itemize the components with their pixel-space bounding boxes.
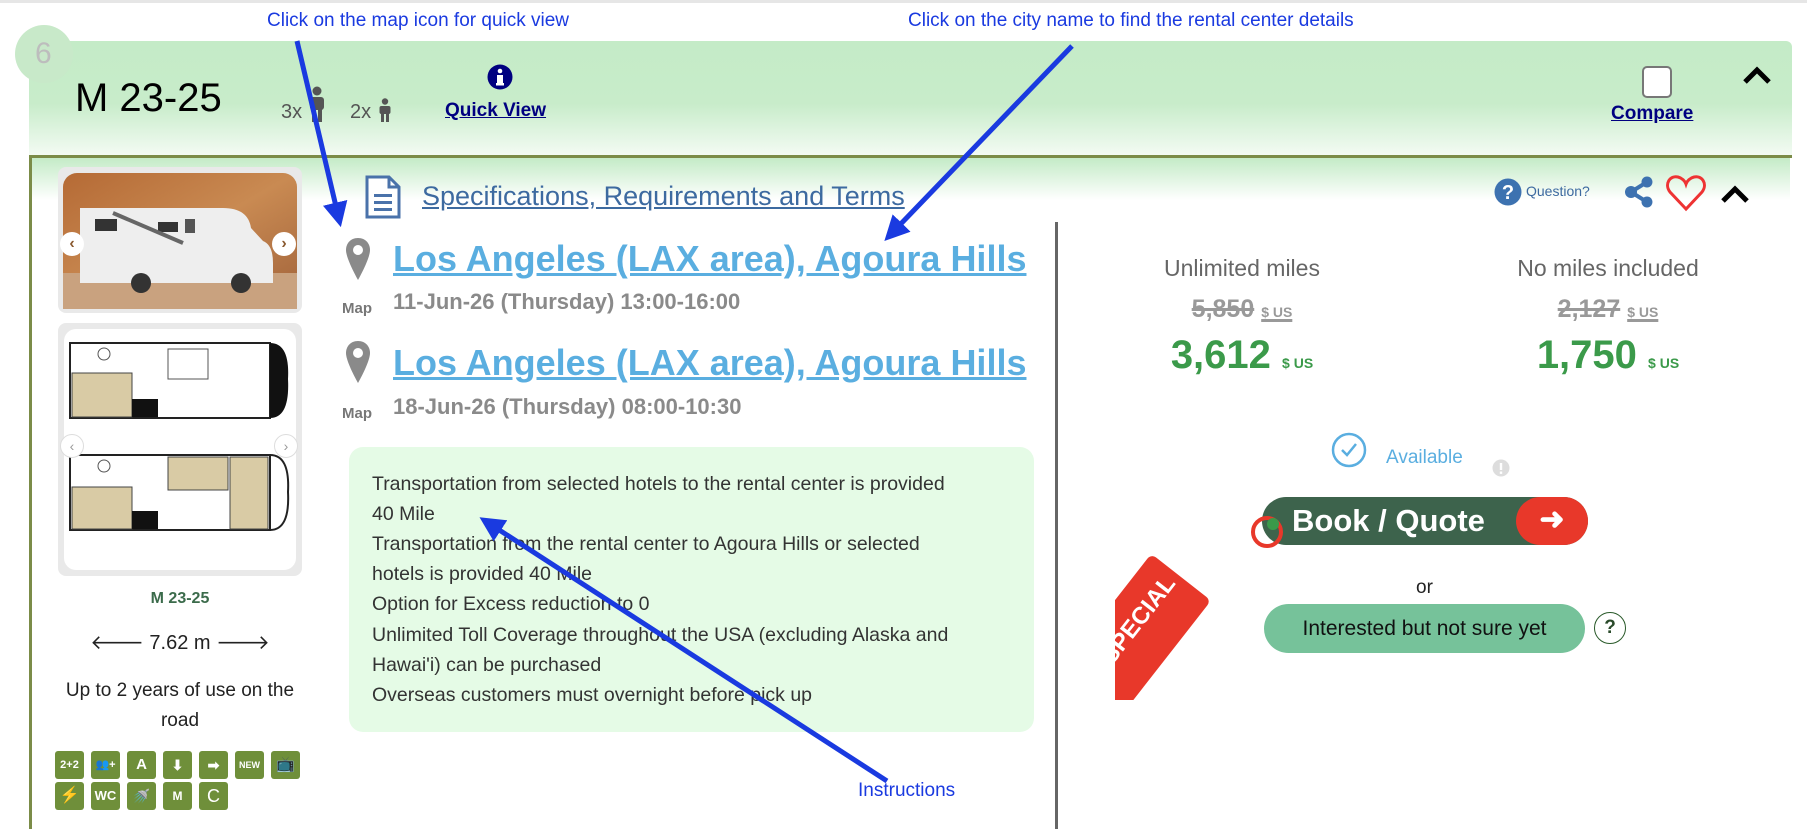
instruction-line: Overseas customers must overnight before… [372, 684, 813, 706]
m-class-icon: M [163, 782, 192, 810]
electric-icon: ⚡ [55, 782, 84, 810]
map-pin-icon[interactable] [345, 237, 371, 281]
no-miles-old-price: 2,127 $ US [1458, 295, 1758, 324]
top-border [0, 0, 1807, 3]
card-left-border [29, 155, 32, 829]
favorite-heart-icon[interactable] [1666, 174, 1706, 212]
specifications-link[interactable]: Specifications, Requirements and Terms [422, 181, 905, 211]
shower-icon: 🚿 [127, 782, 156, 810]
map-label[interactable]: Map [342, 405, 372, 422]
info-icon[interactable] [487, 64, 513, 90]
annotation-map-hint: Click on the map icon for quick view [267, 10, 570, 31]
children-count: 2x [350, 101, 372, 123]
instruction-line: Option for Excess reduction to 0 [372, 593, 650, 615]
pickup-date: 11-Jun-26 (Thursday) 13:00-16:00 [393, 289, 741, 314]
no-miles-label: No miles included [1517, 255, 1699, 281]
compare-checkbox[interactable] [1642, 66, 1672, 98]
floorplan-next-button[interactable]: › [274, 434, 298, 458]
awning-icon: A [127, 751, 156, 779]
wc-icon: WC [91, 782, 120, 810]
adults-count: 3x [281, 101, 303, 123]
instruction-line: Unlimited Toll Coverage throughout the U… [372, 624, 949, 646]
section-chevron-up-icon[interactable] [1720, 184, 1750, 204]
compare-link[interactable]: Compare [1611, 103, 1694, 124]
unlimited-price: 3,612 $ US [1092, 333, 1392, 378]
adult-person-icon [310, 86, 324, 122]
help-question-button[interactable]: ? [1594, 612, 1626, 644]
vehicle-length: 🡐 7.62 m 🡒 [58, 630, 302, 655]
arrow-left-icon: 🡐 [90, 632, 144, 654]
pickup-city-link[interactable]: Los Angeles (LAX area), Agoura Hills [393, 238, 1027, 279]
quick-view-link[interactable]: Quick View [445, 100, 547, 121]
no-miles-price: 1,750 $ US [1458, 333, 1758, 378]
c-class-icon: C [199, 782, 228, 810]
interested-button[interactable]: Interested but not sure yet [1264, 604, 1585, 653]
old-price-value: 2,127 [1557, 295, 1621, 323]
price-value: 3,612 [1170, 333, 1271, 377]
currency: $ US [1261, 304, 1293, 320]
currency: $ US [1282, 355, 1314, 371]
floorplan-prev-button[interactable]: ‹ [60, 434, 84, 458]
instruction-line: Transportation from the rental center to… [372, 533, 920, 555]
photo-prev-button[interactable]: ‹ [60, 232, 84, 256]
floorplan-image[interactable] [64, 329, 296, 570]
instruction-line: 40 Mile [372, 503, 435, 525]
map-label[interactable]: Map [342, 300, 372, 317]
vehicle-title: M 23-25 [75, 76, 222, 120]
currency: $ US [1648, 355, 1680, 371]
price-value: 1,750 [1536, 333, 1637, 377]
photo-next-button[interactable]: › [272, 232, 296, 256]
instruction-line: Hawai'i) can be purchased [372, 654, 602, 676]
instructions-box: Transportation from selected hotels to t… [349, 447, 1034, 732]
dropoff-date: 18-Jun-26 (Thursday) 08:00-10:30 [393, 394, 742, 419]
child-person-icon [379, 98, 391, 122]
available-check-icon [1331, 432, 1367, 468]
unlimited-miles-label: Unlimited miles [1164, 255, 1320, 281]
column-divider [1055, 222, 1058, 829]
availability-status: Available [1386, 447, 1463, 468]
dropoff-city-link[interactable]: Los Angeles (LAX area), Agoura Hills [393, 342, 1027, 383]
pickup-icon: ⬇ [163, 751, 192, 779]
tv-icon: 📺 [271, 751, 300, 779]
map-pin-icon[interactable] [345, 340, 371, 384]
arrow-right-icon: ➜ [1516, 497, 1588, 545]
camper-photo[interactable] [63, 173, 297, 309]
arrow-right-icon: 🡒 [216, 632, 270, 654]
annotation-instructions: Instructions [858, 780, 956, 801]
result-index: 6 [15, 25, 73, 83]
vehicle-model-label: M 23-25 [150, 590, 210, 607]
collapse-chevron-up-icon[interactable] [1742, 65, 1772, 85]
question-link[interactable]: Question? [1526, 183, 1590, 199]
transfer-icon: ➡ [199, 751, 228, 779]
share-icon[interactable] [1624, 176, 1654, 208]
instruction-line: Transportation from selected hotels to t… [372, 473, 945, 495]
instruction-line: hotels is provided 40 Mile [372, 563, 593, 585]
old-price-value: 5,850 [1191, 295, 1255, 323]
offer-text: OFFER [1178, 625, 1249, 700]
book-quote-button[interactable]: Book / Quote ➜ [1262, 497, 1588, 545]
availability-info-icon[interactable] [1492, 459, 1510, 477]
or-separator: or [1416, 577, 1433, 598]
document-icon[interactable] [364, 174, 402, 220]
question-icon[interactable]: ? [1494, 178, 1522, 206]
seats-2plus2-icon: 2+2 [55, 751, 84, 779]
vehicle-header [29, 41, 1792, 155]
svg-text:?: ? [1502, 182, 1514, 204]
book-quote-label: Book / Quote [1292, 503, 1485, 538]
family-plus-icon: 👥+ [91, 751, 120, 779]
vehicle-usage: Up to 2 years of use on the road [65, 680, 295, 731]
currency: $ US [1627, 304, 1659, 320]
new-vehicle-icon: NEW [235, 751, 264, 779]
annotation-city-hint: Click on the city name to find the renta… [908, 10, 1354, 31]
unlimited-old-price: 5,850 $ US [1092, 295, 1392, 324]
length-value: 7.62 m [149, 632, 211, 654]
special-offer-tag: SPECIAL OFFER [1115, 516, 1283, 700]
